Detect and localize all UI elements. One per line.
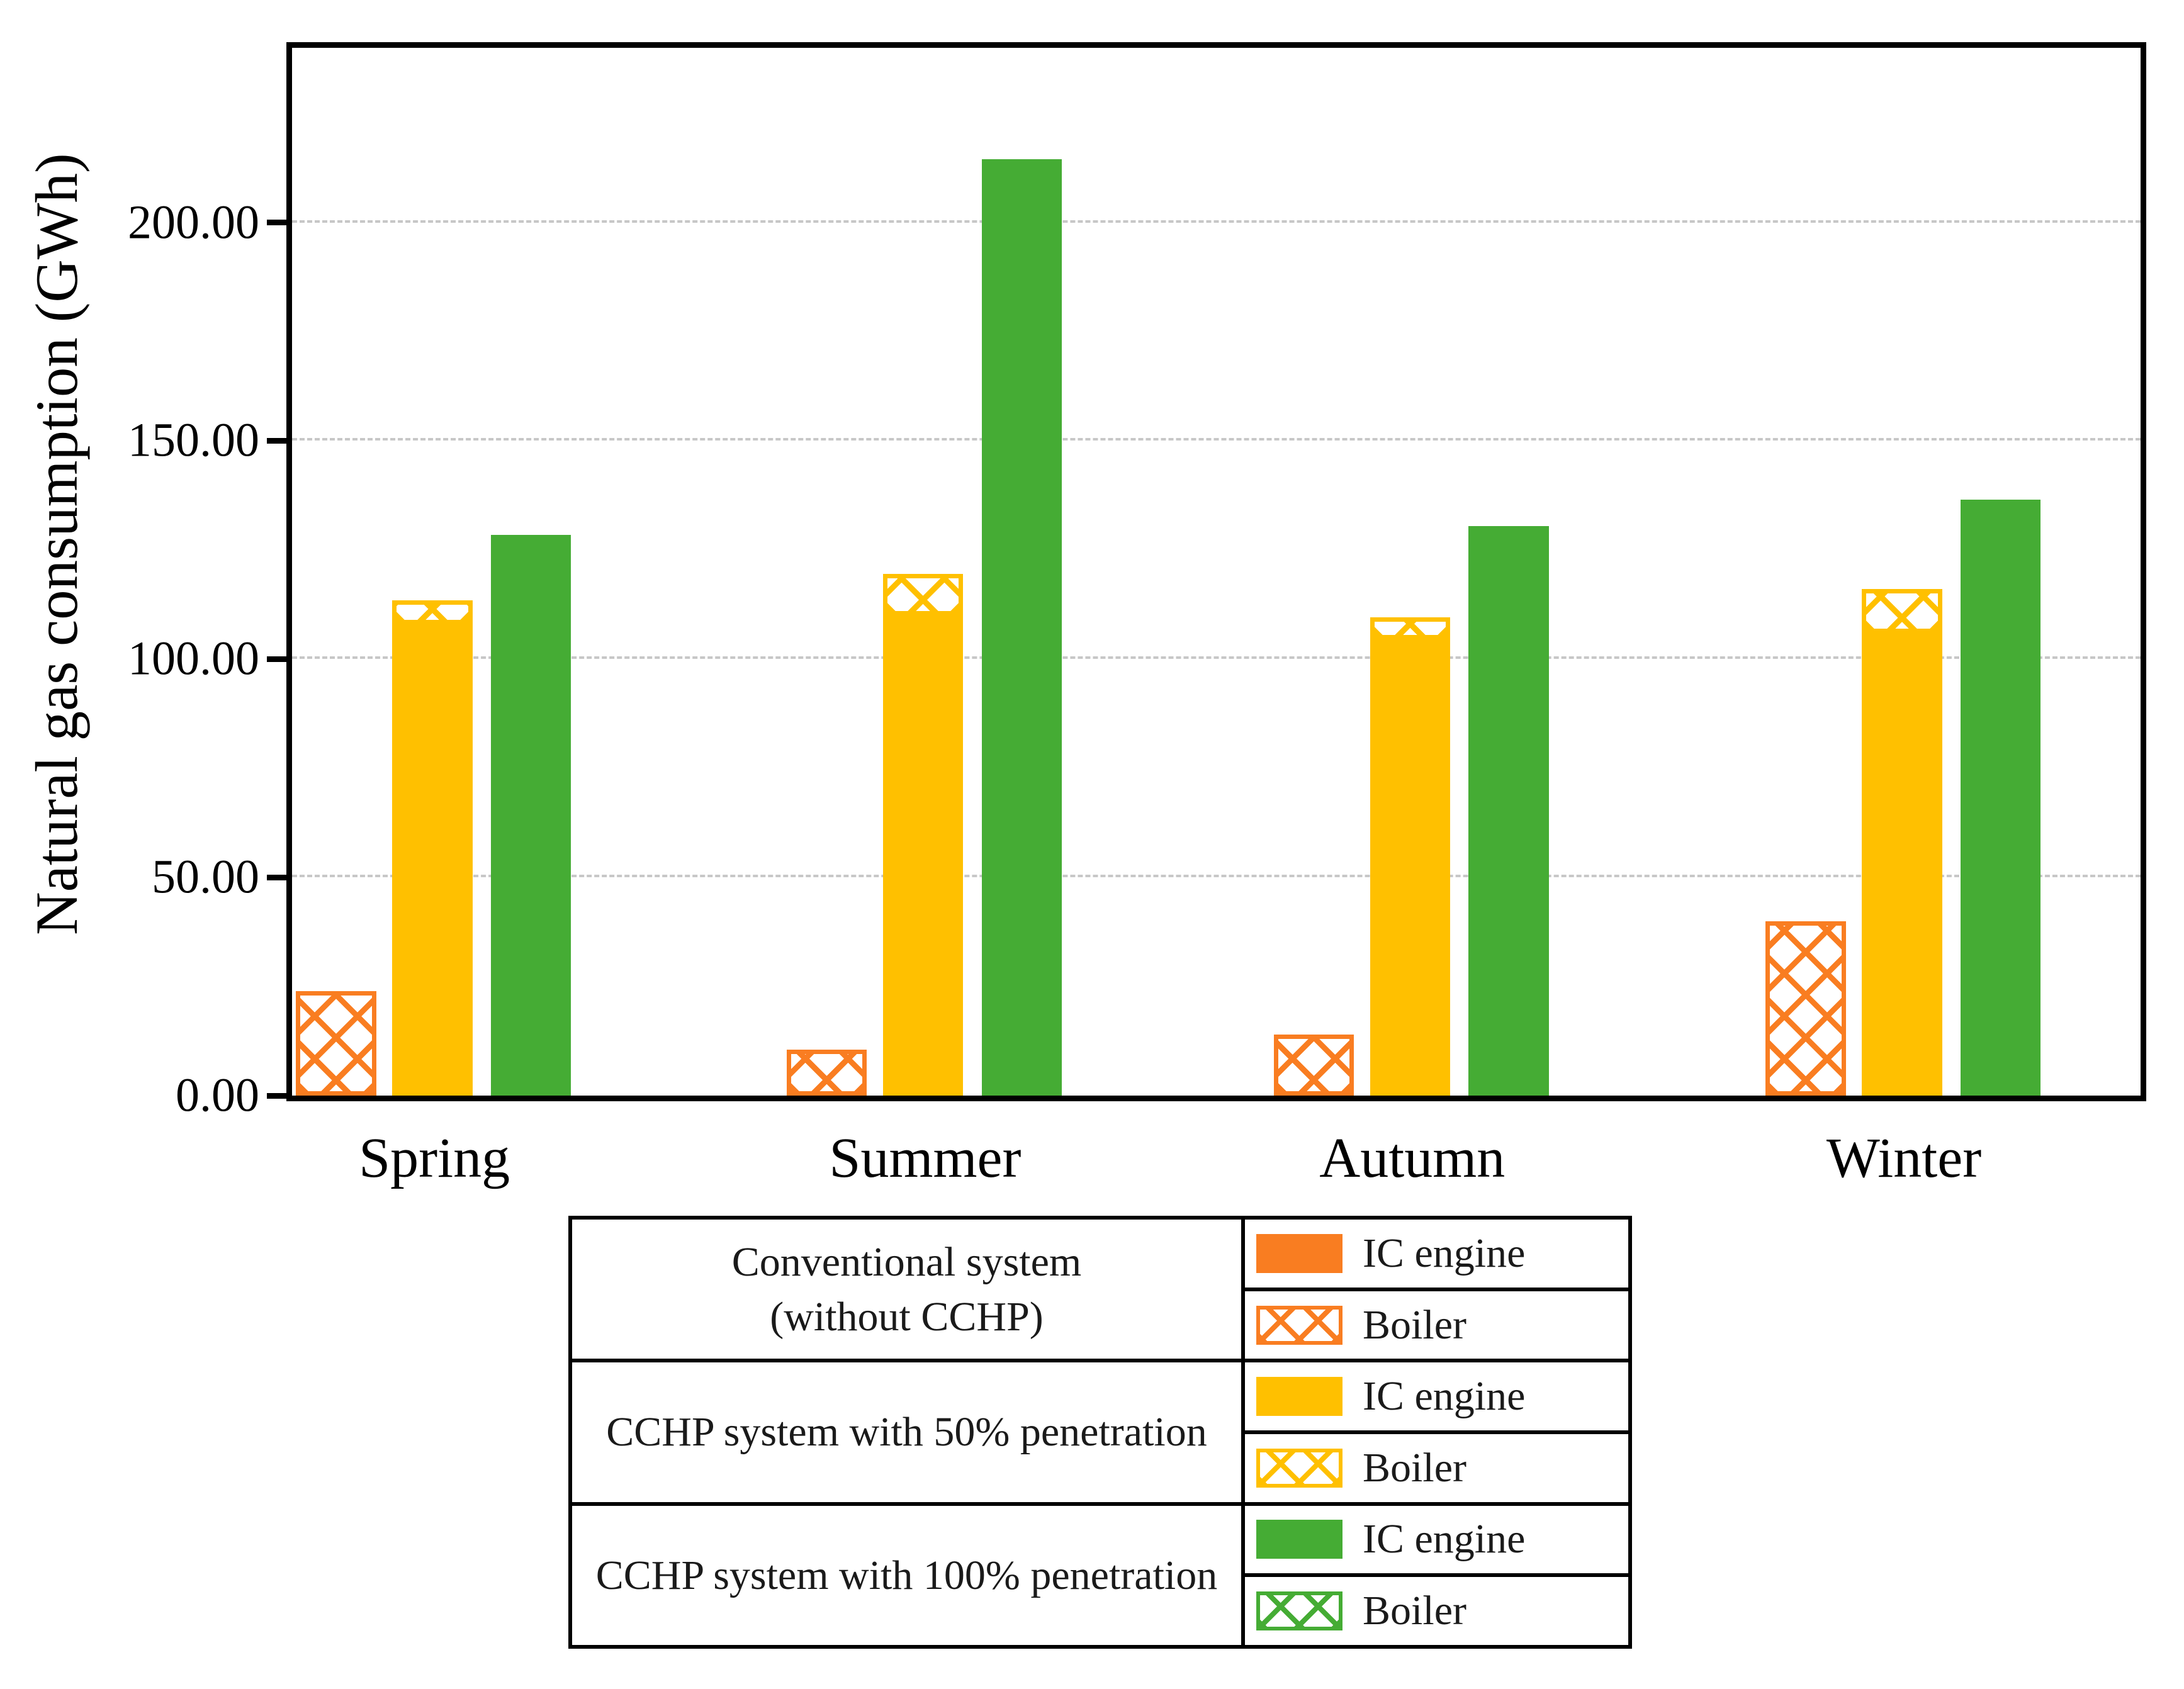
legend-entry-boiler: Boiler (1245, 1430, 1628, 1502)
legend-system-label-line: CCHP system with 100% penetration (595, 1552, 1218, 1598)
y-tick-mark-200 (267, 220, 287, 225)
segment-autumn-cchp-system-with-100-penetration-ic-engine (1468, 525, 1550, 1096)
legend-system-label: CCHP system with 100% penetration (572, 1505, 1245, 1645)
legend-row-cchp-system-with-50-penetration: CCHP system with 50% penetration IC engin… (572, 1359, 1628, 1502)
legend-swatch-ic-engine-solid-icon (1256, 1520, 1342, 1559)
segment-spring-conventional-system-without-cchp-boiler (295, 990, 376, 1096)
segment-winter-cchp-system-with-50-penetration-ic-engine (1861, 632, 1942, 1096)
y-tick-mark-100 (267, 656, 287, 662)
segment-summer-cchp-system-with-50-penetration-boiler (882, 573, 964, 615)
segment-summer-cchp-system-with-50-penetration-ic-engine (882, 615, 964, 1096)
legend-entry-ic-engine: IC engine (1245, 1362, 1628, 1430)
segment-summer-cchp-system-with-100-penetration-ic-engine (981, 159, 1062, 1096)
legend-entry-label: IC engine (1363, 1516, 1526, 1563)
legend-system-label: CCHP system with 50% penetration (572, 1362, 1245, 1502)
legend-entry-ic-engine: IC engine (1245, 1220, 1628, 1288)
legend-entry-label: IC engine (1363, 1373, 1526, 1420)
legend-swatch-boiler-crosshatch-icon (1256, 1448, 1342, 1488)
bar-spring-cchp-system-with-100-penetration (490, 48, 571, 1096)
bar-spring-cchp-system-with-50-penetration (391, 48, 473, 1096)
legend-system-label-line: Conventional system (731, 1238, 1082, 1285)
y-tick-mark-150 (267, 437, 287, 444)
legend-entry-label: Boiler (1363, 1301, 1466, 1348)
x-category-label-winter: Winter (1826, 1127, 1982, 1189)
bar-winter-cchp-system-with-100-penetration (1960, 48, 2041, 1096)
legend-system-label-line: CCHP system with 50% penetration (606, 1409, 1207, 1456)
gridline-150 (292, 438, 2141, 441)
legend-swatch-ic-engine-solid-icon (1256, 1233, 1342, 1273)
x-category-label-spring: Spring (359, 1127, 510, 1189)
legend-entries: IC engine Boiler (1245, 1506, 1628, 1645)
legend-table: Conventional system (without CCHP) IC engi… (568, 1216, 1632, 1649)
legend-entry-label: IC engine (1363, 1230, 1526, 1276)
bar-spring-conventional-system-without-cchp (295, 48, 376, 1096)
segment-winter-cchp-system-with-50-penetration-boiler (1861, 589, 1942, 633)
legend-row-conventional-system-without-cchp: Conventional system (without CCHP) IC engi… (572, 1220, 1628, 1359)
segment-spring-cchp-system-with-100-penetration-ic-engine (490, 534, 571, 1096)
segment-spring-cchp-system-with-50-penetration-ic-engine (391, 624, 473, 1096)
bar-winter-conventional-system-without-cchp (1765, 48, 1846, 1096)
legend-system-label-line: (without CCHP) (770, 1293, 1044, 1340)
y-tick-label-0: 0.00 (176, 1069, 259, 1122)
legend-entry-label: Boiler (1363, 1444, 1466, 1491)
gridline-200 (292, 220, 2141, 223)
legend-system-label: Conventional system (without CCHP) (572, 1220, 1245, 1359)
segment-winter-conventional-system-without-cchp-boiler (1765, 921, 1846, 1096)
legend-row-cchp-system-with-100-penetration: CCHP system with 100% penetration IC engi… (572, 1501, 1628, 1645)
segment-autumn-conventional-system-without-cchp-boiler (1273, 1034, 1354, 1096)
gridline-100 (292, 656, 2141, 659)
legend-entry-ic-engine: IC engine (1245, 1506, 1628, 1574)
bar-winter-cchp-system-with-50-penetration (1861, 48, 1942, 1096)
bar-summer-cchp-system-with-100-penetration (981, 48, 1062, 1096)
segment-autumn-cchp-system-with-50-penetration-ic-engine (1370, 639, 1451, 1096)
legend-entry-boiler: Boiler (1245, 1287, 1628, 1359)
x-category-label-autumn: Autumn (1319, 1127, 1506, 1189)
y-tick-mark-0 (267, 1092, 287, 1099)
segment-winter-cchp-system-with-100-penetration-ic-engine (1960, 500, 2041, 1096)
y-axis-title: Natural gas consumption (GWh) (23, 153, 90, 936)
bar-autumn-cchp-system-with-100-penetration (1468, 48, 1550, 1096)
bar-summer-conventional-system-without-cchp (786, 48, 867, 1096)
y-tick-label-100: 100.00 (128, 632, 259, 685)
segment-autumn-cchp-system-with-50-penetration-boiler (1370, 617, 1451, 640)
bar-autumn-conventional-system-without-cchp (1273, 48, 1354, 1096)
segment-summer-conventional-system-without-cchp-boiler (786, 1050, 867, 1096)
gridline-50 (292, 875, 2141, 878)
legend-swatch-ic-engine-solid-icon (1256, 1377, 1342, 1417)
x-category-label-summer: Summer (829, 1127, 1022, 1189)
bar-summer-cchp-system-with-50-penetration (882, 48, 964, 1096)
segment-spring-cchp-system-with-50-penetration-boiler (391, 600, 473, 624)
bar-autumn-cchp-system-with-50-penetration (1370, 48, 1451, 1096)
y-tick-label-50: 50.00 (152, 850, 259, 904)
plot-area: 0.00 50.00 100.00 150.00 200.00 Spring Summer A… (128, 42, 2146, 1189)
legend-entries: IC engine Boiler (1245, 1362, 1628, 1501)
y-tick-label-200: 200.00 (128, 196, 259, 249)
legend-swatch-boiler-crosshatch-icon (1256, 1305, 1342, 1345)
y-tick-mark-50 (267, 874, 287, 880)
legend-entries: IC engine Boiler (1245, 1220, 1628, 1359)
y-tick-label-150: 150.00 (128, 413, 259, 467)
legend-swatch-boiler-crosshatch-icon (1256, 1591, 1342, 1631)
legend-entry-label: Boiler (1363, 1588, 1466, 1634)
legend-entry-boiler: Boiler (1245, 1573, 1628, 1645)
